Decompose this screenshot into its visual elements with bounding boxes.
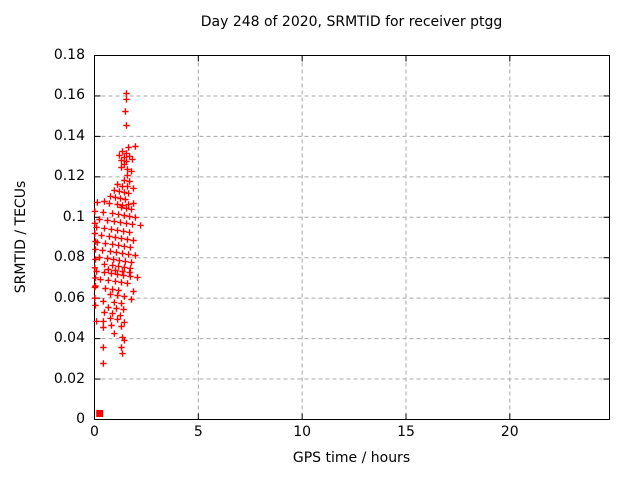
scatter-points (91, 90, 144, 367)
x-tick-label: 10 (293, 424, 312, 440)
y-tick-label: 0.04 (53, 330, 85, 347)
y-tick-label: 0.18 (53, 47, 85, 63)
plot-area (91, 55, 610, 420)
x-axis-label: GPS time / hours (292, 450, 411, 466)
y-tick-label: 0.12 (53, 168, 85, 185)
x-tick-label: 0 (90, 424, 99, 440)
y-axis-label: SRMTID / TECUs (13, 180, 29, 294)
x-tick-label: 20 (500, 424, 519, 440)
x-tick-label: 15 (397, 424, 415, 440)
y-tick-label: 0.08 (53, 249, 85, 266)
chart-title: Day 248 of 2020, SRMTID for receiver ptg… (200, 14, 503, 30)
y-tick-label: 0.16 (53, 87, 85, 104)
y-tick-label: 0.06 (53, 289, 85, 306)
zero-cluster-marker (96, 410, 104, 417)
plot-border (94, 55, 610, 420)
y-tick-label: 0.1 (62, 208, 85, 225)
y-tick-label: 0.02 (53, 370, 85, 387)
y-tick-label: 0 (76, 411, 85, 427)
x-tick-label: 5 (193, 424, 203, 440)
y-tick-label: 0.14 (53, 127, 85, 144)
